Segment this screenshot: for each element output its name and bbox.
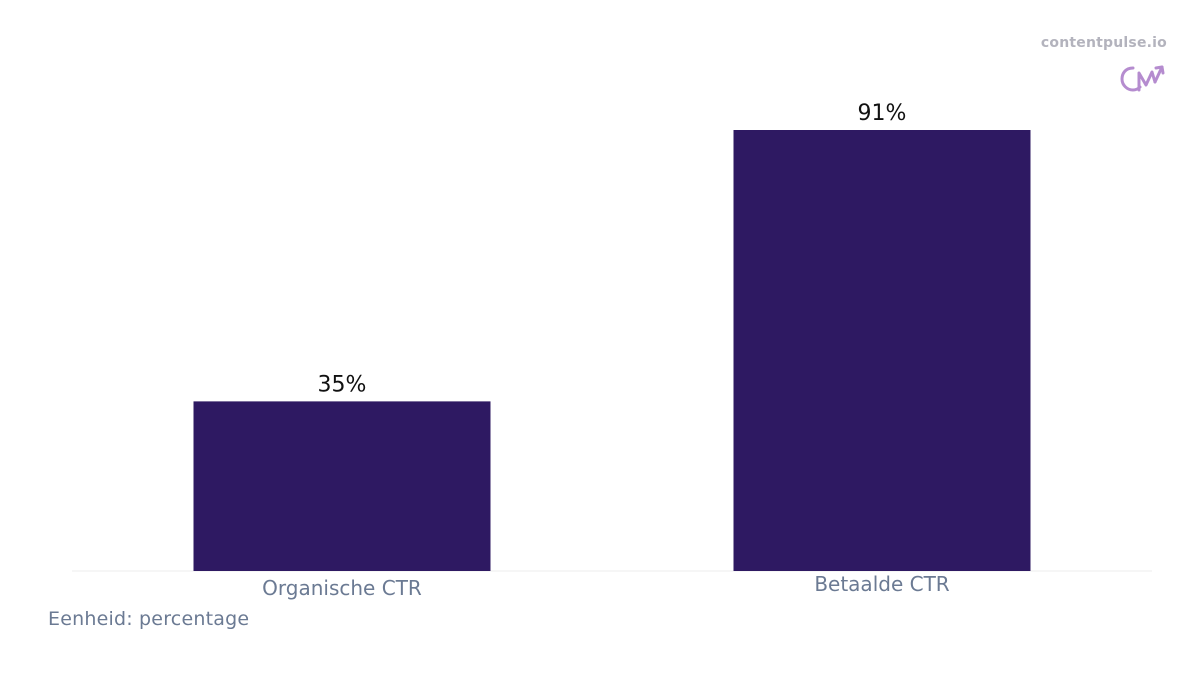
value-label-2: 91% bbox=[858, 101, 907, 126]
unit-note: Eenheid: percentage bbox=[48, 608, 250, 630]
x-tick-label-1: Organische CTR bbox=[262, 576, 422, 600]
bar-2 bbox=[733, 130, 1031, 571]
labels-layer: 35% Organische CTR 91% Betaalde CTR bbox=[262, 101, 950, 600]
brand-name: contentpulse.io bbox=[1040, 35, 1167, 51]
bar-1 bbox=[193, 401, 491, 571]
cp-logo-icon bbox=[1120, 65, 1165, 92]
x-tick-label-2: Betaalde CTR bbox=[814, 572, 949, 596]
bars-layer bbox=[193, 130, 1031, 571]
value-label-1: 35% bbox=[318, 372, 367, 397]
